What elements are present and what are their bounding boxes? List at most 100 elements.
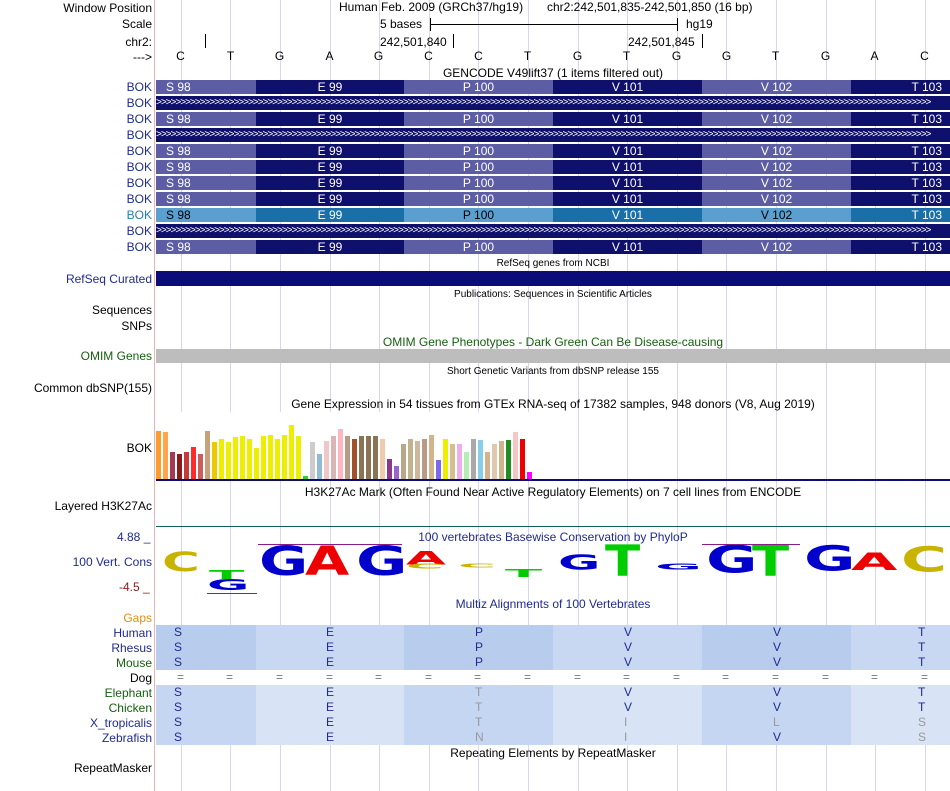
gencode-row-label[interactable]: BOK bbox=[126, 160, 152, 174]
gtex-tissue-bar[interactable] bbox=[492, 444, 497, 479]
gencode-row-label[interactable]: BOK bbox=[126, 80, 152, 94]
gencode-row-label[interactable]: BOK bbox=[126, 208, 152, 222]
gtex-tissue-bar[interactable] bbox=[191, 447, 196, 479]
gtex-tissue-bar[interactable] bbox=[233, 437, 238, 479]
gtex-tissue-bar[interactable] bbox=[401, 444, 406, 479]
repeatmasker-label[interactable]: RepeatMasker bbox=[73, 761, 152, 775]
gtex-tissue-bar[interactable] bbox=[387, 459, 392, 479]
gencode-row-label[interactable]: BOK bbox=[126, 176, 152, 190]
gtex-tissue-bar[interactable] bbox=[436, 460, 441, 479]
gencode-exon-row[interactable]: S 98 E 99 P 100 V 101 V 102 T 103 bbox=[156, 192, 950, 206]
gtex-tissue-bar[interactable] bbox=[359, 436, 364, 479]
gencode-row-label[interactable]: BOK bbox=[126, 144, 152, 158]
omim-title[interactable]: OMIM Gene Phenotypes - Dark Green Can Be… bbox=[382, 335, 724, 349]
species-label[interactable]: Zebrafish bbox=[101, 731, 152, 745]
gtex-tissue-bar[interactable] bbox=[289, 425, 294, 479]
species-label[interactable]: Human bbox=[113, 626, 152, 640]
gencode-exon-row[interactable]: S 98 E 99 P 100 V 101 V 102 T 103 bbox=[156, 144, 950, 158]
gtex-tissue-bar[interactable] bbox=[324, 441, 329, 479]
gtex-tissue-bar[interactable] bbox=[184, 452, 189, 479]
gtex-tissue-bar[interactable] bbox=[429, 435, 434, 479]
gtex-tissue-bar[interactable] bbox=[506, 440, 511, 479]
species-label[interactable]: Elephant bbox=[104, 686, 152, 700]
gtex-tissue-bar[interactable] bbox=[261, 436, 266, 479]
gtex-tissue-bar[interactable] bbox=[275, 439, 280, 479]
species-label[interactable]: Dog bbox=[129, 671, 152, 685]
gtex-tissue-bar[interactable] bbox=[485, 452, 490, 479]
phylop-title[interactable]: 100 vertebrates Basewise Conservation by… bbox=[418, 530, 688, 544]
gtex-tissue-bar[interactable] bbox=[163, 432, 168, 479]
gtex-tissue-bar[interactable] bbox=[331, 436, 336, 479]
gtex-tissue-bar[interactable] bbox=[226, 442, 231, 479]
gtex-tissue-bar[interactable] bbox=[450, 444, 455, 479]
gencode-intron[interactable]: >>>>>>>>>>>>>>>>>>>>>>>>>>>>>>>>>>>>>>>>… bbox=[156, 224, 950, 238]
gencode-row-label[interactable]: BOK bbox=[126, 112, 152, 126]
gtex-tissue-bar[interactable] bbox=[464, 452, 469, 479]
gtex-tissue-bar[interactable] bbox=[177, 454, 182, 479]
gtex-tissue-bar[interactable] bbox=[415, 441, 420, 479]
gtex-tissue-bar[interactable] bbox=[170, 452, 175, 479]
gencode-row-label[interactable]: BOK bbox=[126, 96, 152, 110]
species-label[interactable]: X_tropicalis bbox=[89, 716, 152, 730]
refseq-label[interactable]: RefSeq Curated bbox=[65, 272, 152, 286]
refseq-title[interactable]: RefSeq genes from NCBI bbox=[496, 258, 610, 269]
gencode-intron[interactable]: >>>>>>>>>>>>>>>>>>>>>>>>>>>>>>>>>>>>>>>>… bbox=[156, 96, 950, 110]
gtex-tissue-bar[interactable] bbox=[282, 435, 287, 479]
gtex-tissue-bar[interactable] bbox=[513, 432, 518, 479]
gencode-title[interactable]: GENCODE V49lift37 (1 items filtered out) bbox=[442, 66, 664, 80]
gtex-tissue-bar[interactable] bbox=[408, 439, 413, 479]
gencode-exon-row[interactable]: S 98 E 99 P 100 V 101 V 102 T 103 bbox=[156, 112, 950, 126]
gtex-tissue-bar[interactable] bbox=[254, 448, 259, 479]
dbsnp-label[interactable]: Common dbSNP(155) bbox=[33, 381, 152, 395]
gtex-tissue-bar[interactable] bbox=[310, 442, 315, 479]
dbsnp-title[interactable]: Short Genetic Variants from dbSNP releas… bbox=[447, 366, 659, 377]
alignment-row[interactable]: = = = = = = = = = = = = = = = = bbox=[156, 670, 950, 685]
gtex-bar-chart[interactable] bbox=[156, 412, 536, 479]
gtex-tissue-bar[interactable] bbox=[352, 439, 357, 479]
gencode-exon-row[interactable]: S 98 E 99 P 100 V 101 V 102 T 103 bbox=[156, 208, 950, 222]
omim-bar[interactable] bbox=[156, 349, 950, 363]
species-label[interactable]: Chicken bbox=[108, 701, 152, 715]
species-label[interactable]: Rhesus bbox=[111, 641, 152, 655]
gencode-exon-row[interactable]: S 98 E 99 P 100 V 101 V 102 T 103 bbox=[156, 240, 950, 254]
gtex-tissue-bar[interactable] bbox=[471, 439, 476, 479]
multiz-title[interactable]: Multiz Alignments of 100 Vertebrates bbox=[455, 597, 651, 611]
gencode-row-label[interactable]: BOK bbox=[126, 224, 152, 238]
omim-label[interactable]: OMIM Genes bbox=[80, 349, 152, 363]
gtex-tissue-bar[interactable] bbox=[156, 431, 161, 479]
gtex-tissue-bar[interactable] bbox=[345, 436, 350, 479]
gtex-tissue-bar[interactable] bbox=[422, 439, 427, 479]
gtex-tissue-bar[interactable] bbox=[380, 439, 385, 479]
gencode-row-label[interactable]: BOK bbox=[126, 240, 152, 254]
gaps-label[interactable]: Gaps bbox=[123, 611, 152, 625]
gtex-tissue-bar[interactable] bbox=[499, 441, 504, 479]
gtex-tissue-bar[interactable] bbox=[366, 436, 371, 479]
pubs-title[interactable]: Publications: Sequences in Scientific Ar… bbox=[454, 289, 652, 300]
gencode-intron[interactable]: >>>>>>>>>>>>>>>>>>>>>>>>>>>>>>>>>>>>>>>>… bbox=[156, 128, 950, 142]
refseq-gene-bar[interactable] bbox=[156, 271, 950, 286]
phylop-label[interactable]: 100 Vert. Cons bbox=[72, 555, 152, 569]
sequences-label[interactable]: Sequences bbox=[91, 303, 152, 317]
gtex-title[interactable]: Gene Expression in 54 tissues from GTEx … bbox=[291, 397, 815, 411]
gencode-row-label[interactable]: BOK bbox=[126, 192, 152, 206]
snps-label[interactable]: SNPs bbox=[121, 319, 152, 333]
gtex-tissue-bar[interactable] bbox=[198, 454, 203, 479]
gtex-tissue-bar[interactable] bbox=[247, 439, 252, 479]
gtex-tissue-bar[interactable] bbox=[373, 436, 378, 479]
gtex-tissue-bar[interactable] bbox=[520, 439, 525, 479]
gtex-tissue-bar[interactable] bbox=[303, 476, 308, 479]
position-text[interactable]: chr2:242,501,835-242,501,850 (16 bp) bbox=[547, 0, 753, 14]
gtex-tissue-bar[interactable] bbox=[478, 440, 483, 479]
gtex-tissue-bar[interactable] bbox=[317, 454, 322, 479]
gtex-tissue-bar[interactable] bbox=[240, 436, 245, 479]
gtex-tissue-bar[interactable] bbox=[268, 435, 273, 479]
gtex-tissue-bar[interactable] bbox=[296, 436, 301, 479]
gtex-tissue-bar[interactable] bbox=[394, 466, 399, 479]
gtex-tissue-bar[interactable] bbox=[338, 429, 343, 479]
